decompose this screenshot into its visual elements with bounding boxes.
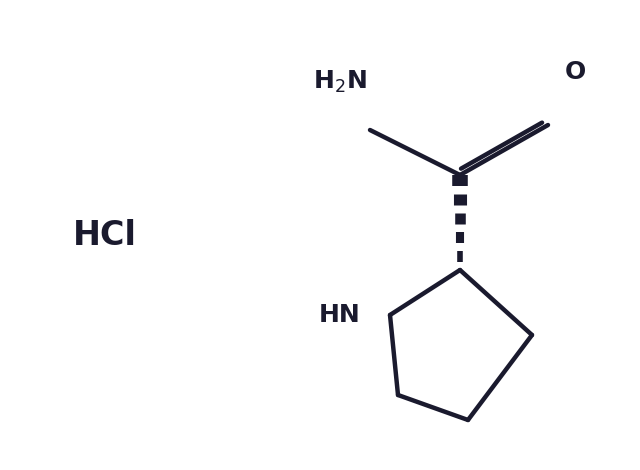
Text: H$_2$N: H$_2$N — [313, 69, 367, 95]
Text: HN: HN — [319, 303, 361, 327]
Text: HCl: HCl — [73, 219, 137, 251]
Text: O: O — [564, 60, 586, 84]
